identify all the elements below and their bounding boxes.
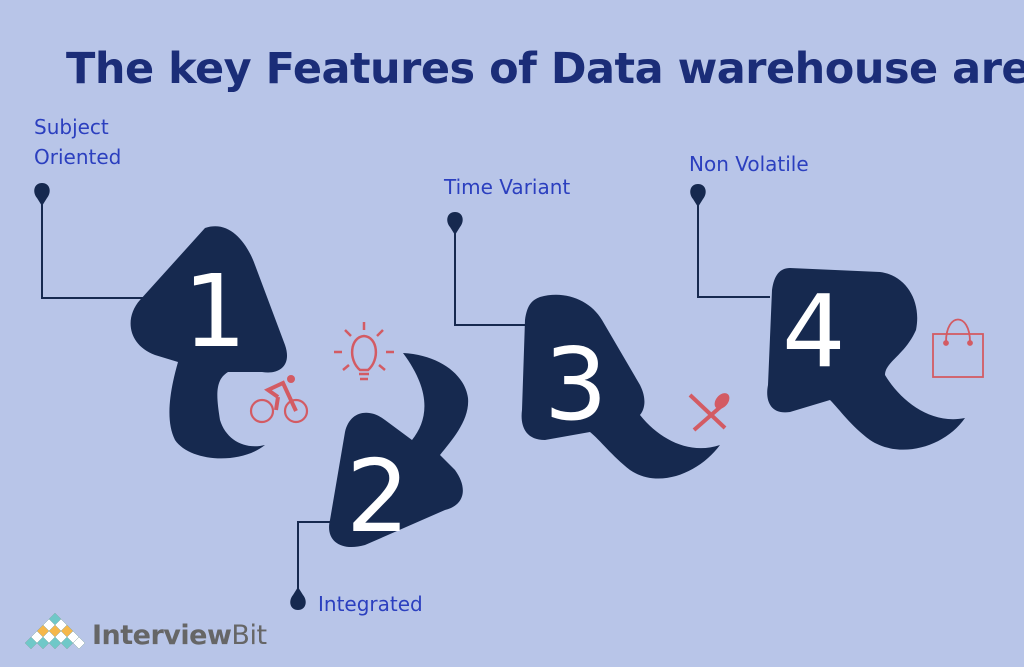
shape-1 [130,226,288,459]
feature-1-label-line1: Subject [34,115,109,139]
lightbulb-icon [334,322,394,381]
feature-3-label: Time Variant [444,175,571,199]
feature-2-label: Integrated [318,592,423,616]
connector-3 [454,224,525,326]
logo-text-part1: Interview [92,620,232,651]
feature-1-number: 1 [183,253,247,370]
shape-3 [521,294,720,479]
pin-3 [447,212,463,235]
feature-4-label: Non Volatile [689,152,809,176]
logo-text: InterviewBit [92,620,267,651]
fork-knife-icon [688,393,730,432]
interviewbit-logo-icon [24,612,86,650]
feature-3-number: 3 [544,326,608,443]
page-title: The key Features of Data warehouse are: [66,44,1024,94]
feature-2-number: 2 [346,438,410,555]
pin-1 [34,183,50,206]
pin-2 [290,587,306,610]
feature-1-label: Subject Oriented [34,112,121,172]
connector-2 [297,521,335,598]
connector-1 [41,195,150,299]
feature-1-label-line2: Oriented [34,145,122,169]
pin-4 [690,184,706,207]
feature-4-number: 4 [782,273,846,390]
shopping-bag-icon [932,318,984,378]
shape-2 [329,353,469,548]
shape-4 [767,268,965,450]
bicycle-icon [249,375,309,424]
connector-4 [697,196,770,298]
logo-text-part2: Bit [231,620,267,651]
